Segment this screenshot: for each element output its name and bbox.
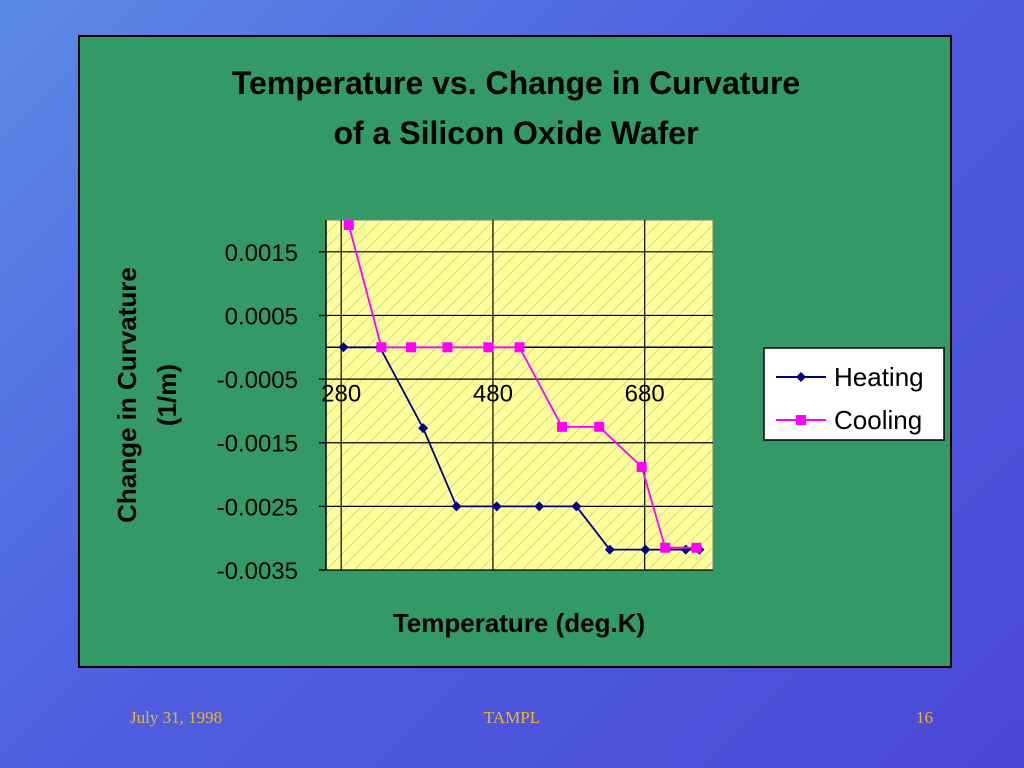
- chart-title-line-2: of a Silicon Oxide Wafer: [333, 115, 698, 151]
- point-heating-3: [451, 501, 462, 512]
- chart-title-line-1: Temperature vs. Change in Curvature: [232, 65, 800, 101]
- legend: Heating Cooling: [763, 347, 945, 441]
- point-heating-2: [418, 423, 429, 434]
- x-tick-label-2: 680: [625, 380, 665, 407]
- y-tick-label-5: -0.0035: [217, 558, 298, 585]
- point-cooling-5: [514, 342, 525, 353]
- point-cooling-1: [376, 342, 387, 353]
- x-tick-label-0: 280: [321, 380, 361, 407]
- y-tick-label-3: -0.0015: [217, 431, 298, 458]
- point-heating-4: [491, 501, 502, 512]
- point-cooling-0: [343, 220, 354, 231]
- legend-box: [763, 347, 945, 441]
- x-axis-title: Temperature (deg.K): [393, 608, 645, 638]
- point-heating-7: [604, 544, 615, 555]
- footer-date: July 31, 1998: [130, 708, 223, 727]
- legend-heating-marker: [796, 372, 806, 382]
- point-cooling-6: [556, 421, 567, 432]
- point-heating-8: [640, 544, 651, 555]
- footer-center: TAMPL: [483, 708, 541, 727]
- y-axis-title-line-1: Change in Curvature: [112, 267, 142, 523]
- y-tick-label-4: -0.0025: [217, 494, 298, 521]
- legend-cooling-marker: [796, 415, 806, 425]
- point-cooling-9: [660, 542, 671, 553]
- y-tick-label-1: 0.0005: [225, 303, 298, 330]
- point-heating-0: [338, 342, 349, 353]
- point-cooling-10: [691, 542, 702, 553]
- plot-area: [325, 219, 714, 571]
- point-cooling-7: [594, 421, 605, 432]
- legend-cooling-label: Cooling: [834, 405, 922, 435]
- point-cooling-2: [405, 342, 416, 353]
- x-tick-label-1: 480: [473, 380, 513, 407]
- point-cooling-4: [483, 342, 494, 353]
- point-heating-6: [571, 501, 582, 512]
- footer-page-number: 16: [916, 708, 933, 727]
- point-cooling-3: [442, 342, 453, 353]
- legend-heating-label: Heating: [834, 362, 924, 392]
- point-cooling-8: [636, 461, 647, 472]
- y-tick-label-0: 0.0015: [225, 240, 298, 267]
- point-heating-5: [534, 501, 545, 512]
- y-tick-label-2: -0.0005: [217, 367, 298, 394]
- y-axis-title-line-2: (1/m): [152, 364, 182, 426]
